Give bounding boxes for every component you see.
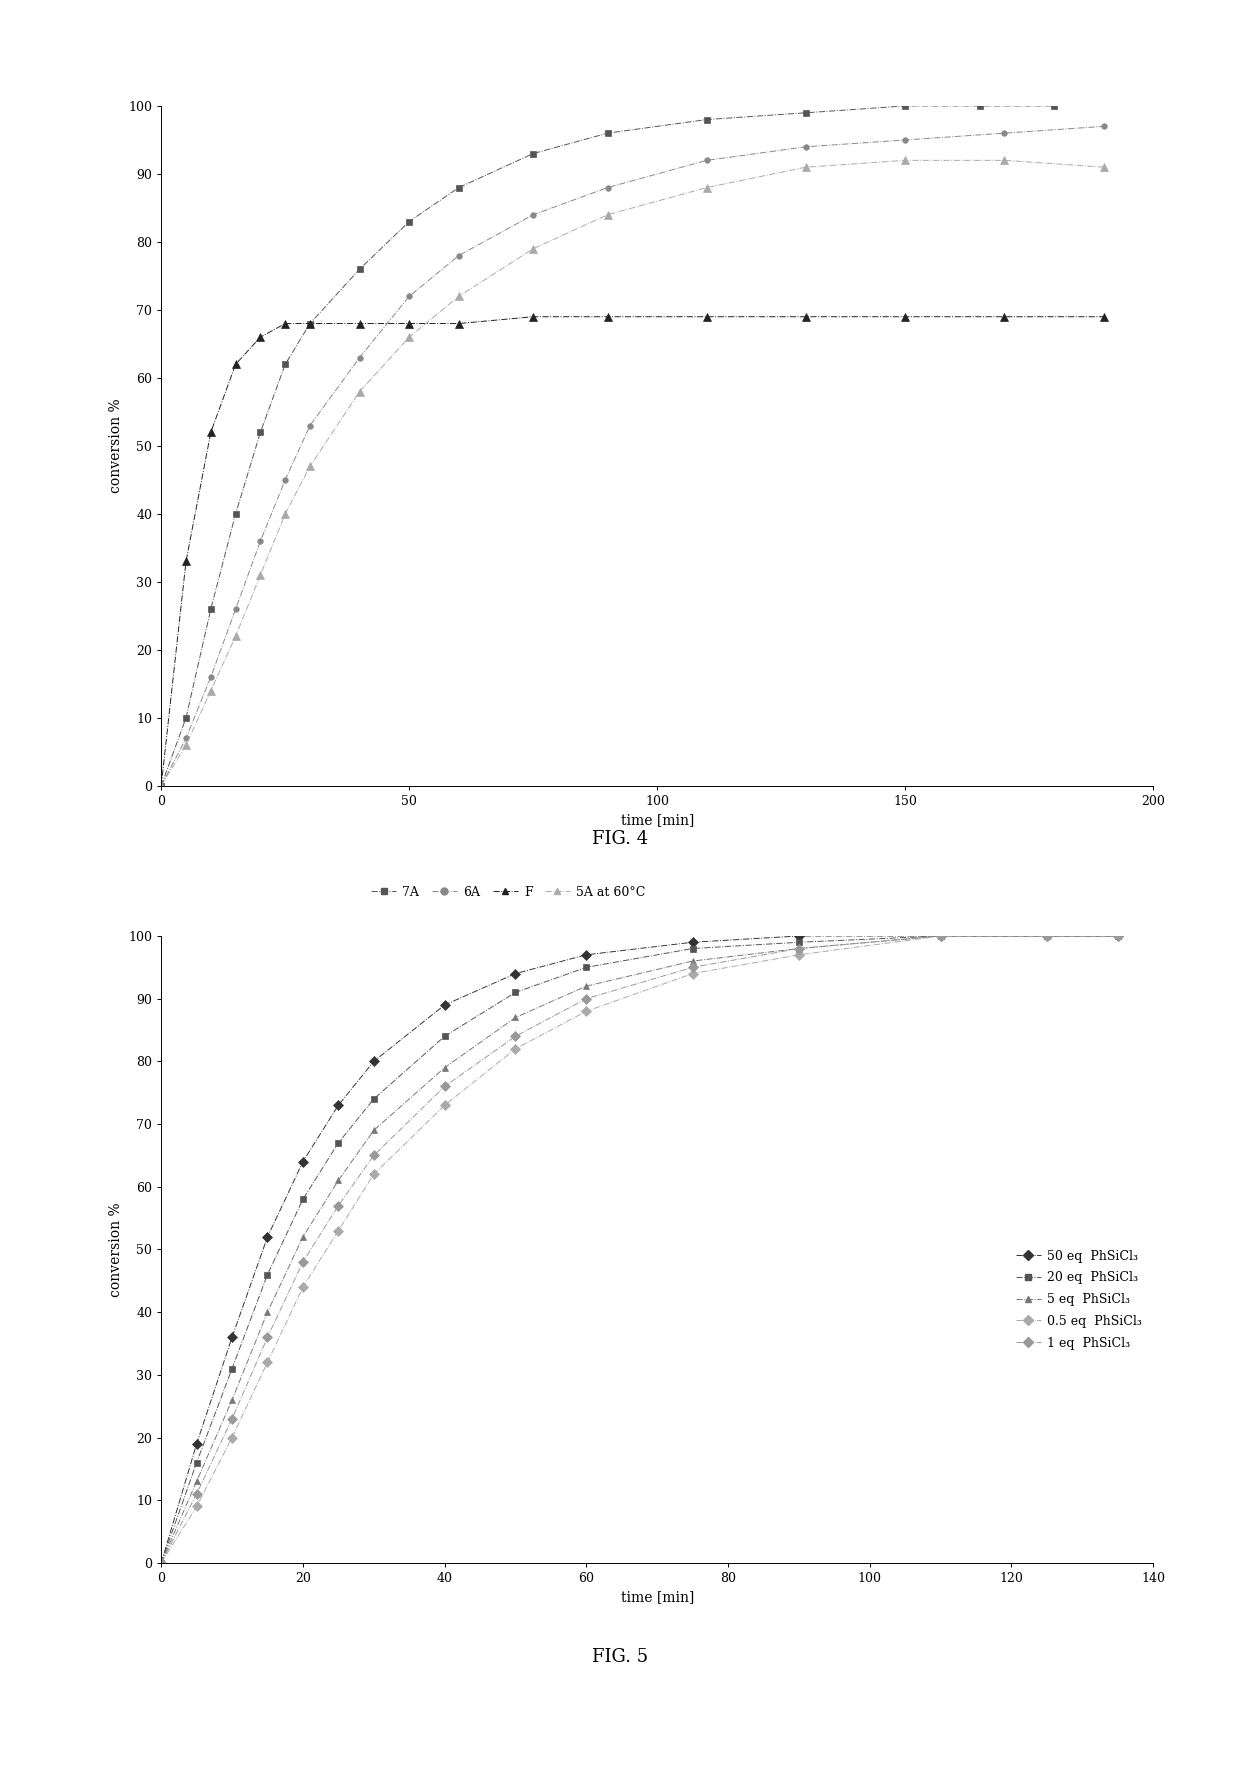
X-axis label: time [min]: time [min] [620, 1591, 694, 1605]
Y-axis label: conversion %: conversion % [109, 399, 123, 493]
Text: FIG. 5: FIG. 5 [591, 1648, 649, 1665]
Y-axis label: conversion %: conversion % [109, 1203, 123, 1296]
Text: FIG. 4: FIG. 4 [591, 830, 649, 848]
X-axis label: time [min]: time [min] [620, 814, 694, 828]
Legend: 50 eq  PhSiCl₃, 20 eq  PhSiCl₃, 5 eq  PhSiCl₃, 0.5 eq  PhSiCl₃, 1 eq  PhSiCl₃: 50 eq PhSiCl₃, 20 eq PhSiCl₃, 5 eq PhSiC… [1011, 1245, 1147, 1355]
Legend: 7A, 6A, F, 5A at 60°C: 7A, 6A, F, 5A at 60°C [366, 881, 651, 904]
